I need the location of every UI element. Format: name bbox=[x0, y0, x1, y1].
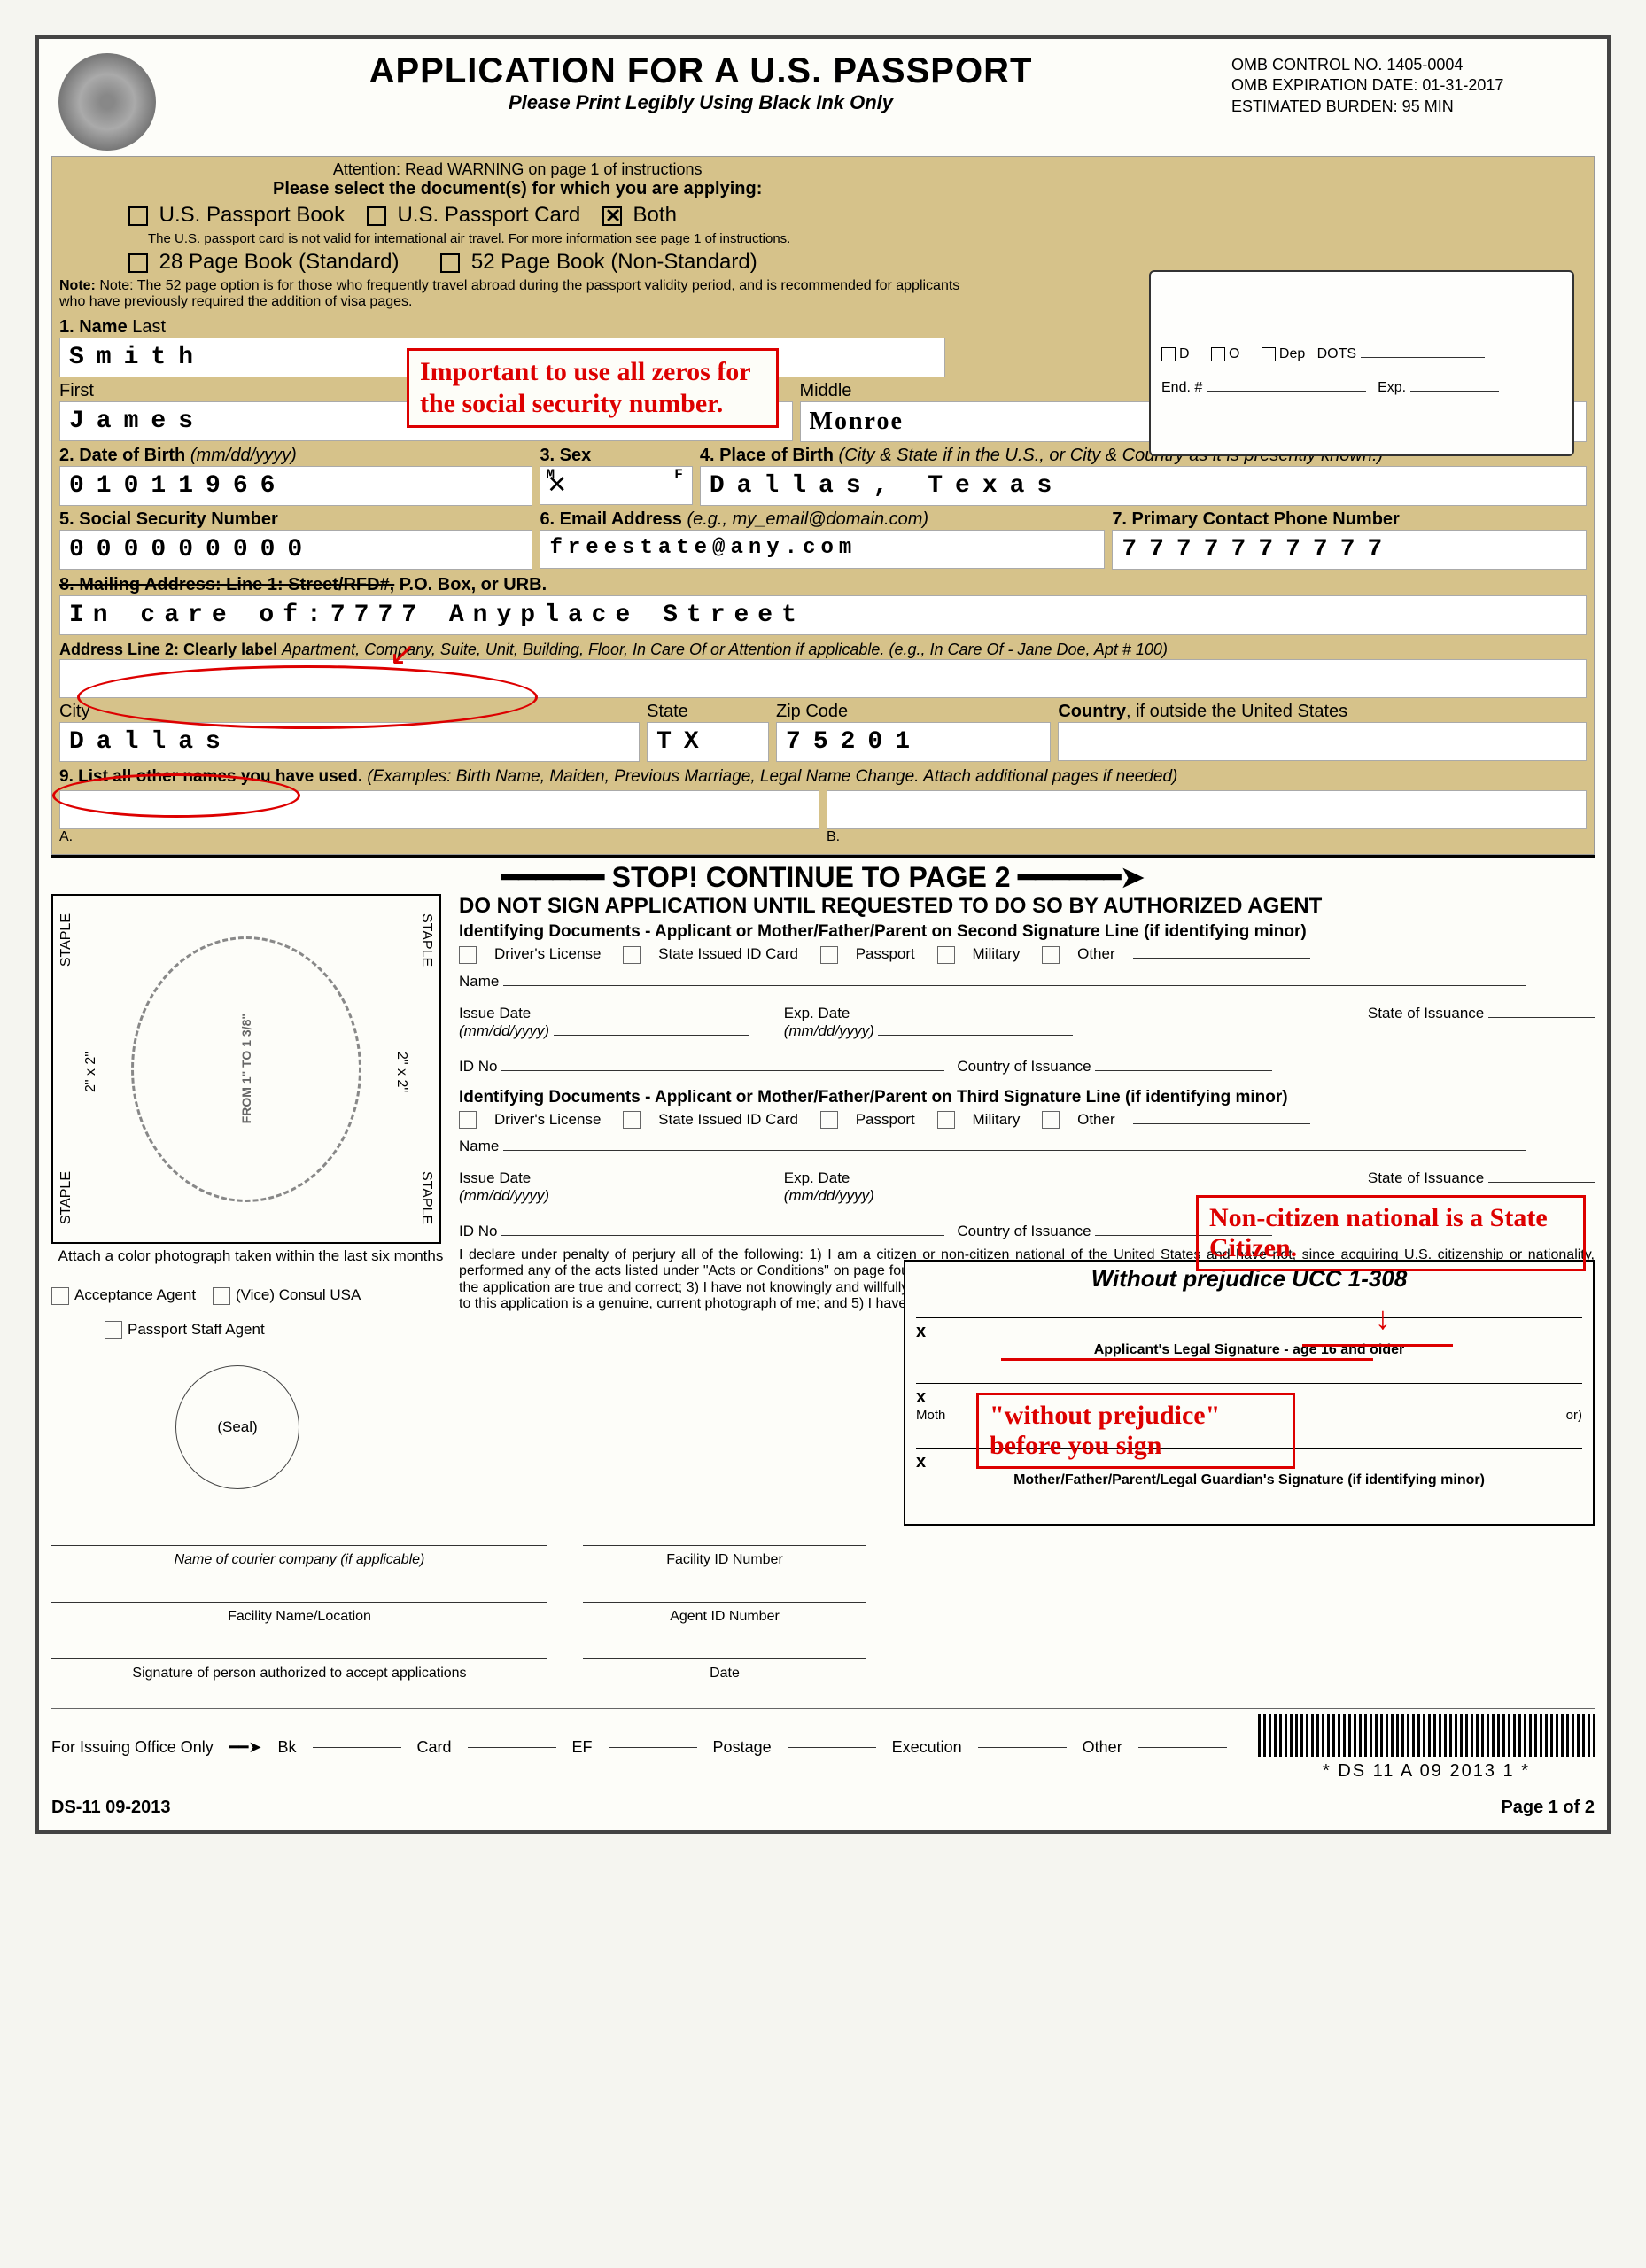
label-email: 6. Email Address (e.g., my_email@domain.… bbox=[540, 509, 1105, 530]
checkbox-vice-consul[interactable] bbox=[213, 1287, 230, 1305]
checkbox-d[interactable] bbox=[1161, 347, 1176, 361]
checkbox-pp-1[interactable] bbox=[820, 946, 838, 964]
id1-checkbox-row: Driver's License State Issued ID Card Pa… bbox=[459, 945, 1595, 964]
label-ssn: 5. Social Security Number bbox=[59, 509, 532, 530]
input-pob[interactable]: Dallas, Texas bbox=[700, 466, 1587, 506]
label-state: State bbox=[647, 702, 769, 722]
annotation-ssn-zeros: Important to use all zeros for the socia… bbox=[407, 348, 779, 428]
checkbox-dep[interactable] bbox=[1262, 347, 1276, 361]
omb-block: OMB CONTROL NO. 1405-0004 OMB EXPIRATION… bbox=[1231, 46, 1595, 117]
barcode-icon bbox=[1258, 1714, 1595, 1757]
form-title: APPLICATION FOR A U.S. PASSPORT bbox=[170, 51, 1231, 91]
input-email[interactable]: freestate@any.com bbox=[540, 530, 1105, 569]
checkbox-mil-2[interactable] bbox=[937, 1111, 955, 1129]
annotation-arrow-noncitizen: ↓ bbox=[1375, 1300, 1391, 1337]
card-note: The U.S. passport card is not valid for … bbox=[59, 231, 975, 246]
opt-28: 28 Page Book (Standard) bbox=[159, 250, 400, 274]
input-other-name-b[interactable] bbox=[827, 790, 1587, 829]
checkbox-mil-1[interactable] bbox=[937, 946, 955, 964]
input-address1[interactable]: In care of:7777 Anyplace Street bbox=[59, 595, 1587, 635]
id-docs-title-1: Identifying Documents - Applicant or Mot… bbox=[459, 922, 1595, 942]
signature-box: Without prejudice UCC 1-308 x Applicant'… bbox=[904, 1260, 1595, 1526]
checkbox-oth-1[interactable] bbox=[1042, 946, 1060, 964]
attention-line: Attention: Read WARNING on page 1 of ins… bbox=[59, 160, 975, 179]
omb-expiration: OMB EXPIRATION DATE: 01-31-2017 bbox=[1231, 75, 1595, 96]
label-dob: 2. Date of Birth (mm/dd/yyyy) bbox=[59, 446, 532, 466]
checkbox-passport-card[interactable] bbox=[367, 206, 386, 226]
seal-circle: (Seal) bbox=[175, 1365, 299, 1489]
label-name: 1. Name Last bbox=[59, 317, 945, 338]
omb-burden: ESTIMATED BURDEN: 95 MIN bbox=[1231, 97, 1595, 117]
checkbox-o[interactable] bbox=[1211, 347, 1225, 361]
checkbox-passport-staff[interactable] bbox=[105, 1321, 122, 1339]
photo-caption: Attach a color photograph taken within t… bbox=[51, 1247, 450, 1265]
checkbox-28page[interactable] bbox=[128, 253, 148, 273]
header: APPLICATION FOR A U.S. PASSPORT Please P… bbox=[51, 46, 1595, 151]
office-use-box: D O Dep DOTS End. # Exp. bbox=[1149, 270, 1574, 456]
input-state[interactable]: TX bbox=[647, 722, 769, 762]
form-body-tan: Attention: Read WARNING on page 1 of ins… bbox=[51, 156, 1595, 855]
label-other-names: 9. List all other names you have used. (… bbox=[59, 767, 1587, 787]
checkbox-sid-2[interactable] bbox=[623, 1111, 641, 1129]
checkbox-pp-2[interactable] bbox=[820, 1111, 838, 1129]
label-address2: Address Line 2: Clearly label Apartment,… bbox=[59, 641, 1587, 659]
omb-control: OMB CONTROL NO. 1405-0004 bbox=[1231, 55, 1595, 75]
photo-staple-box: STAPLE STAPLE STAPLE STAPLE 2" x 2" 2" x… bbox=[51, 894, 441, 1244]
checkbox-dl-1[interactable] bbox=[459, 946, 477, 964]
annotation-underline-noncitizen bbox=[1302, 1344, 1453, 1347]
label-country: Country, if outside the United States bbox=[1058, 702, 1587, 722]
input-dob[interactable]: 01011966 bbox=[59, 466, 532, 506]
photo-oval-icon: FROM 1" TO 1 3/8" bbox=[131, 936, 361, 1202]
annotation-ssn-oval bbox=[77, 665, 538, 729]
checkbox-both[interactable] bbox=[602, 206, 622, 226]
bottom-left-block: Name of courier company (if applicable) … bbox=[51, 1534, 866, 1682]
input-phone[interactable]: 7777777777 bbox=[1112, 530, 1587, 570]
opt-both: Both bbox=[633, 203, 677, 227]
annotation-without-prejudice: "without prejudice" before you sign bbox=[976, 1393, 1295, 1469]
identifying-docs-section: DO NOT SIGN APPLICATION UNTIL REQUESTED … bbox=[459, 894, 1595, 1526]
input-country[interactable] bbox=[1058, 722, 1587, 761]
checkbox-passport-book[interactable] bbox=[128, 206, 148, 226]
opt-card: U.S. Passport Card bbox=[397, 203, 580, 227]
stop-subhead: DO NOT SIGN APPLICATION UNTIL REQUESTED … bbox=[459, 894, 1595, 919]
checkbox-oth-2[interactable] bbox=[1042, 1111, 1060, 1129]
annotation-noncitizen: Non-citizen national is a State Citizen. bbox=[1196, 1195, 1586, 1271]
page-options-row: 28 Page Book (Standard) 52 Page Book (No… bbox=[59, 250, 975, 275]
label-mailing: 8. Mailing Address: Line 1: Street/RFD#,… bbox=[59, 575, 547, 594]
checkbox-52page[interactable] bbox=[440, 253, 460, 273]
form-subtitle: Please Print Legibly Using Black Ink Onl… bbox=[170, 91, 1231, 114]
input-sex[interactable]: M F ✕ bbox=[540, 466, 692, 505]
checkbox-dl-2[interactable] bbox=[459, 1111, 477, 1129]
annotation-incareof-oval bbox=[52, 773, 300, 818]
input-zip[interactable]: 75201 bbox=[776, 722, 1051, 762]
label-sex: 3. Sex bbox=[540, 446, 692, 466]
form-footer: DS-11 09-2013 Page 1 of 2 bbox=[51, 1798, 1595, 1818]
page-note: Note: Note: The 52 page option is for th… bbox=[59, 278, 975, 310]
opt-52: 52 Page Book (Non-Standard) bbox=[471, 250, 757, 274]
select-line: Please select the document(s) for which … bbox=[59, 179, 975, 199]
passport-form-page: APPLICATION FOR A U.S. PASSPORT Please P… bbox=[35, 35, 1611, 1834]
checkbox-acceptance-agent[interactable] bbox=[51, 1287, 69, 1305]
title-block: APPLICATION FOR A U.S. PASSPORT Please P… bbox=[170, 46, 1231, 114]
sig-applicant-label: Applicant's Legal Signature - age 16 and… bbox=[916, 1342, 1582, 1358]
id-docs-title-2: Identifying Documents - Applicant or Mot… bbox=[459, 1088, 1595, 1107]
input-ssn[interactable]: 000000000 bbox=[59, 530, 532, 570]
sig-parent-label: Mother/Father/Parent/Legal Guardian's Si… bbox=[916, 1472, 1582, 1488]
instruction-header: Attention: Read WARNING on page 1 of ins… bbox=[59, 160, 975, 310]
id2-checkbox-row: Driver's License State Issued ID Card Pa… bbox=[459, 1111, 1595, 1130]
annotation-arrow-to-ssn: ↙ bbox=[389, 635, 415, 672]
doc-options-row: U.S. Passport Book U.S. Passport Card Bo… bbox=[59, 203, 975, 228]
stop-heading: ━━━━━━ STOP! CONTINUE TO PAGE 2 ━━━━━━➤ bbox=[51, 855, 1595, 894]
us-seal-icon bbox=[58, 53, 156, 151]
label-phone: 7. Primary Contact Phone Number bbox=[1112, 509, 1587, 530]
annotation-underline-acts bbox=[1001, 1358, 1373, 1361]
checkbox-sid-1[interactable] bbox=[623, 946, 641, 964]
issuing-office-row: For Issuing Office Only ━━➤ Bk Card EF P… bbox=[51, 1708, 1595, 1782]
label-zip: Zip Code bbox=[776, 702, 1051, 722]
opt-book: U.S. Passport Book bbox=[159, 203, 345, 227]
